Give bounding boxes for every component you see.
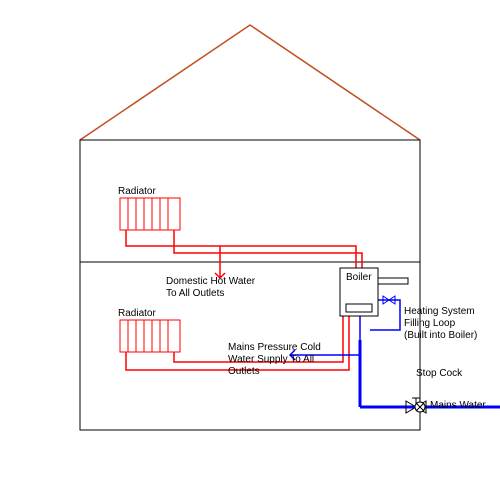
radiator1-label: Radiator: [118, 186, 156, 198]
mains-water-label: Mains Water: [430, 400, 486, 412]
domestic-hot-label: Domestic Hot Water To All Outlets: [166, 276, 255, 300]
radiator2-label: Radiator: [118, 308, 156, 320]
stop-cock-label: Stop Cock: [416, 368, 462, 380]
radiator-lower: [120, 320, 180, 352]
boiler-flue: [378, 278, 408, 284]
heating-diagram: [0, 0, 500, 500]
roof-outline: [80, 25, 420, 140]
filling-loop-label: Heating System Filling Loop (Built into …: [404, 306, 477, 342]
radiator-upper: [120, 198, 180, 230]
mains-valve-icon: [415, 402, 425, 412]
mains-cold-label: Mains Pressure Cold Water Supply To All …: [228, 342, 321, 378]
boiler-label: Boiler: [346, 272, 372, 284]
